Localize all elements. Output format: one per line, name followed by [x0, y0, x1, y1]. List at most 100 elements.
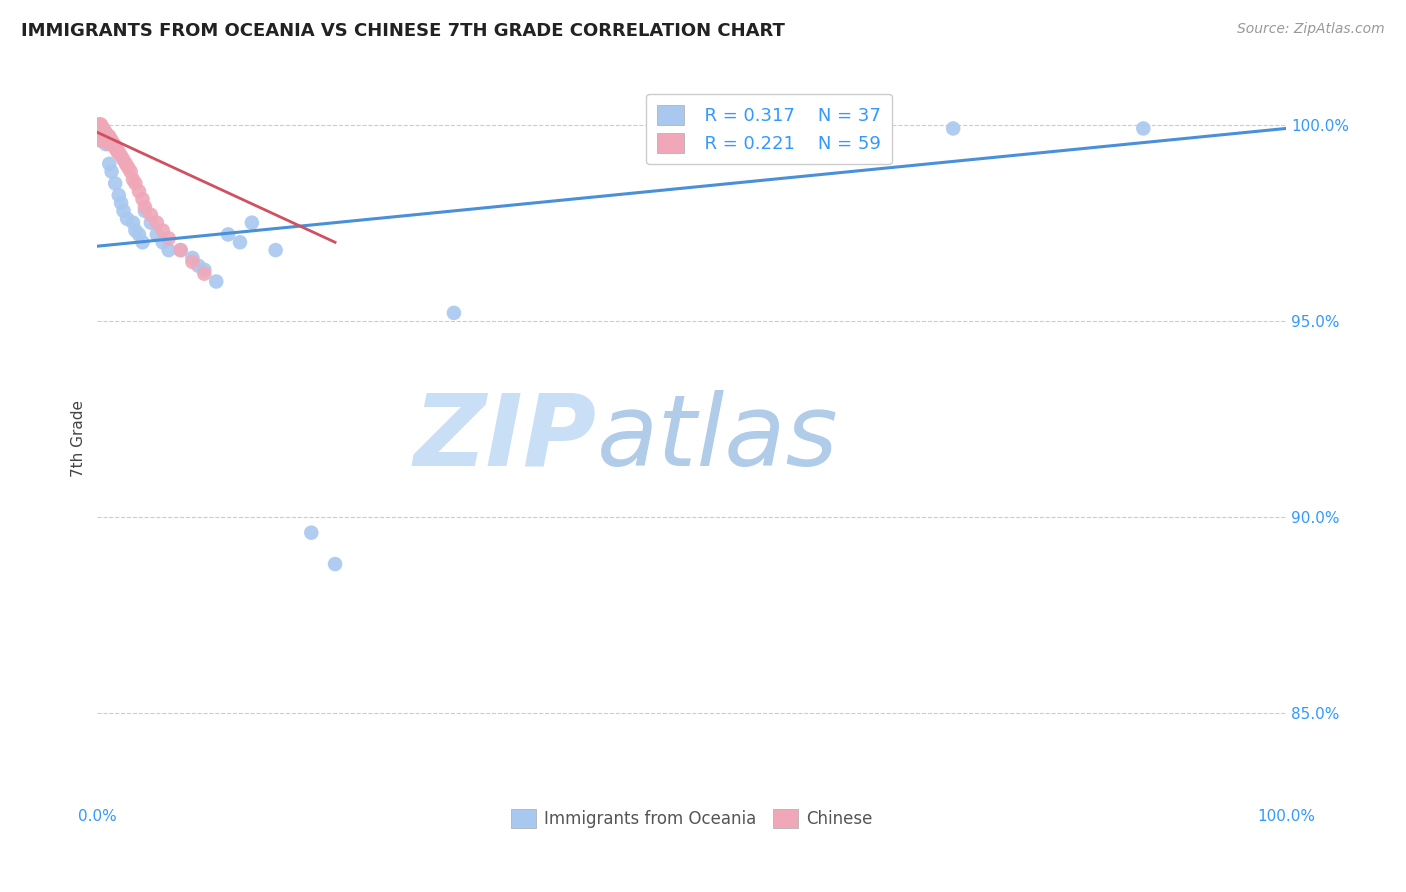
Point [91, 125, 114, 139]
Point [122, 172, 145, 186]
Point [105, 141, 128, 155]
Point [152, 235, 174, 250]
Point [193, 267, 215, 281]
Point [112, 153, 135, 167]
Text: IMMIGRANTS FROM OCEANIA VS CHINESE 7TH GRADE CORRELATION CHART: IMMIGRANTS FROM OCEANIA VS CHINESE 7TH G… [21, 22, 785, 40]
Point [98, 137, 121, 152]
Point [134, 200, 156, 214]
Point [91, 121, 114, 136]
Point [115, 211, 138, 226]
Point [104, 177, 127, 191]
Point [87, 121, 110, 136]
Point [187, 259, 209, 273]
Point [94, 137, 117, 152]
Point [100, 133, 122, 147]
Point [942, 121, 965, 136]
Point [217, 227, 239, 242]
Point [94, 129, 117, 144]
Point [98, 157, 121, 171]
Point [93, 133, 115, 147]
Point [87, 118, 110, 132]
Point [128, 184, 150, 198]
Point [93, 129, 115, 144]
Point [97, 129, 120, 144]
Point [120, 164, 142, 178]
Point [107, 188, 129, 202]
Point [93, 133, 115, 147]
Point [110, 196, 132, 211]
Point [139, 216, 162, 230]
Point [128, 227, 150, 242]
Point [96, 133, 118, 147]
Point [134, 203, 156, 218]
Point [94, 133, 117, 147]
Point [131, 235, 153, 250]
Point [152, 223, 174, 237]
Point [97, 133, 120, 147]
Point [89, 121, 111, 136]
Point [112, 203, 135, 218]
Point [1132, 121, 1154, 136]
Point [181, 251, 204, 265]
Point [107, 145, 129, 159]
Point [107, 145, 129, 159]
Text: atlas: atlas [596, 390, 838, 487]
Point [91, 125, 114, 139]
Point [90, 118, 112, 132]
Point [181, 255, 204, 269]
Point [169, 243, 191, 257]
Point [89, 125, 111, 139]
Point [110, 149, 132, 163]
Point [443, 306, 465, 320]
Text: Source: ZipAtlas.com: Source: ZipAtlas.com [1237, 22, 1385, 37]
Point [90, 121, 112, 136]
Legend: Immigrants from Oceania, Chinese: Immigrants from Oceania, Chinese [503, 802, 879, 835]
Point [98, 133, 121, 147]
Y-axis label: 7th Grade: 7th Grade [72, 400, 86, 477]
Point [169, 243, 191, 257]
Point [131, 192, 153, 206]
Point [89, 118, 111, 132]
Point [100, 133, 122, 147]
Point [205, 275, 228, 289]
Point [94, 125, 117, 139]
Point [124, 223, 146, 237]
Point [91, 125, 114, 139]
Point [91, 129, 114, 144]
Point [90, 125, 112, 139]
Point [91, 133, 114, 147]
Point [93, 125, 115, 139]
Point [122, 216, 145, 230]
Point [91, 129, 114, 144]
Point [103, 137, 125, 152]
Point [91, 129, 114, 144]
Point [90, 125, 112, 139]
Point [146, 227, 169, 242]
Point [89, 125, 111, 139]
Point [90, 133, 112, 147]
Point [299, 525, 322, 540]
Point [323, 557, 346, 571]
Point [91, 121, 114, 136]
Point [117, 161, 139, 175]
Point [157, 231, 180, 245]
Point [264, 243, 287, 257]
Text: ZIP: ZIP [413, 390, 596, 487]
Point [115, 157, 138, 171]
Point [100, 137, 122, 152]
Point [124, 177, 146, 191]
Point [98, 129, 121, 144]
Point [100, 164, 122, 178]
Point [101, 137, 124, 152]
Point [229, 235, 252, 250]
Point [96, 129, 118, 144]
Point [89, 133, 111, 147]
Point [89, 129, 111, 144]
Point [157, 243, 180, 257]
Point [87, 125, 110, 139]
Point [240, 216, 263, 230]
Point [90, 129, 112, 144]
Point [104, 141, 127, 155]
Point [859, 121, 882, 136]
Point [146, 216, 169, 230]
